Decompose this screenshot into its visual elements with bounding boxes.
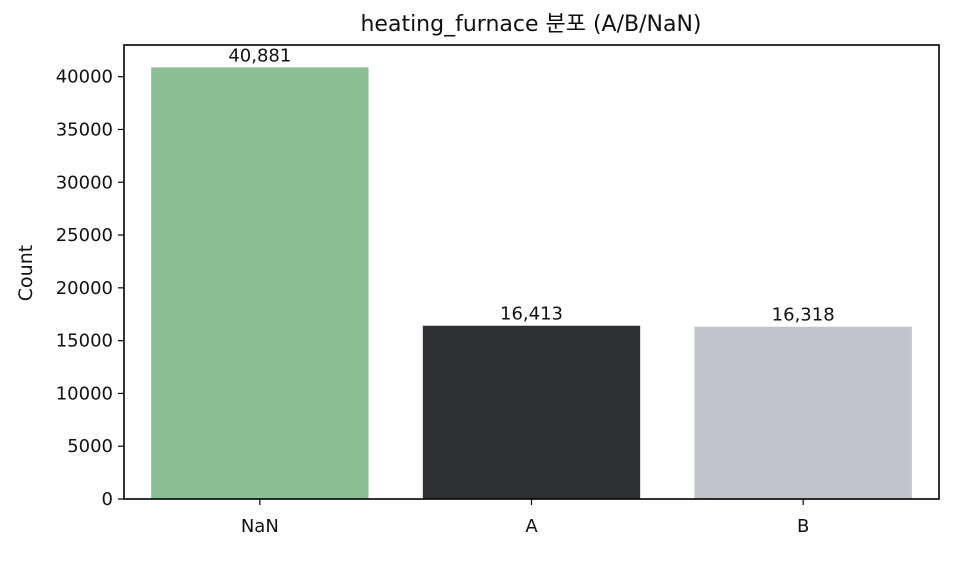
data-label-b: 16,318 [772, 305, 835, 326]
x-tick-label: B [797, 516, 809, 537]
bars-group [151, 67, 912, 500]
chart-title: heating_furnace 분포 (A/B/NaN) [360, 12, 701, 37]
data-label-a: 16,413 [500, 304, 563, 325]
y-tick-label: 20000 [56, 278, 113, 299]
y-tick-label: 5000 [67, 436, 113, 457]
y-tick-label: 30000 [56, 172, 113, 193]
x-axis-ticks: NaN A B [241, 499, 809, 537]
y-tick-label: 35000 [56, 119, 113, 140]
bar-b [694, 326, 912, 499]
bar-nan [151, 67, 369, 500]
data-labels-group: 40,881 16,413 16,318 [228, 45, 834, 325]
x-tick-label: A [525, 516, 538, 537]
y-axis-label: Count [15, 245, 37, 301]
y-tick-label: 25000 [56, 225, 113, 246]
y-tick-label: 15000 [56, 331, 113, 352]
y-tick-label: 40000 [56, 67, 113, 88]
y-tick-label: 10000 [56, 383, 113, 404]
data-label-nan: 40,881 [228, 45, 291, 66]
x-tick-label: NaN [241, 516, 279, 537]
bar-a [422, 325, 641, 499]
y-tick-label: 0 [102, 489, 113, 510]
plot-area-frame [123, 44, 940, 500]
y-axis-ticks: 0 5000 10000 15000 20000 25000 30000 35000 40000 [56, 67, 124, 510]
